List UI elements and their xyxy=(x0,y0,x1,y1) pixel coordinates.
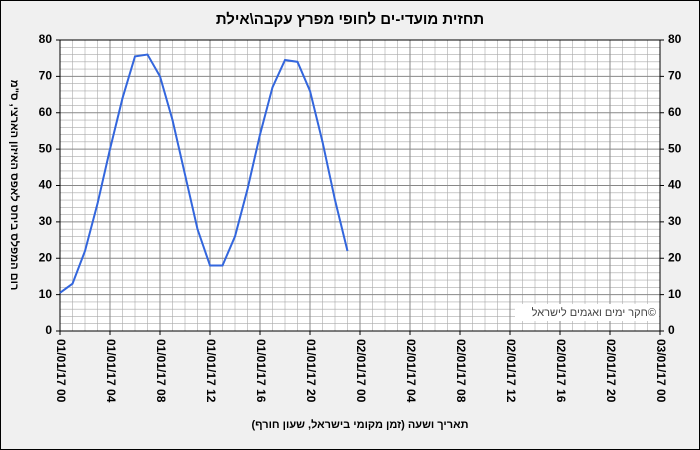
x-tick-label: 01/01/17 04 xyxy=(104,339,118,403)
chart-title: תחזית מועדי-ים לחופי מפרץ עקבה\אילת xyxy=(216,11,484,28)
y2-tick-label: 30 xyxy=(668,214,682,228)
x-tick-label: 02/01/17 04 xyxy=(404,339,418,403)
y-tick-label: 50 xyxy=(39,141,53,155)
x-tick-label: 01/01/17 08 xyxy=(154,339,168,403)
y2-tick-label: 70 xyxy=(668,69,682,83)
y-tick-label: 40 xyxy=(39,178,53,192)
y-tick-label: 80 xyxy=(39,32,53,46)
y2-tick-label: 60 xyxy=(668,105,682,119)
annotation: ©חקר ימים ואגמים לישראל xyxy=(532,306,656,319)
x-tick-label: 02/01/17 16 xyxy=(554,339,568,403)
y2-tick-label: 80 xyxy=(668,32,682,46)
y-tick-label: 30 xyxy=(39,214,53,228)
line-series xyxy=(59,53,349,294)
plot-border xyxy=(59,39,661,332)
y2-tick-label: 0 xyxy=(668,323,675,337)
y-tick-label: 70 xyxy=(39,69,53,83)
y-tick-label: 60 xyxy=(39,105,53,119)
x-axis-label: תאריך ושעה (זמן מקומי בישראל, שעון חורף) xyxy=(252,418,469,431)
x-tick-label: 02/01/17 08 xyxy=(454,339,468,403)
x-tick-label: 02/01/17 20 xyxy=(604,339,618,403)
y2-tick-label: 50 xyxy=(668,141,682,155)
x-tick-label: 02/01/17 12 xyxy=(504,339,518,403)
x-tick-label: 01/01/17 16 xyxy=(254,339,268,403)
x-tick-label: 01/01/17 20 xyxy=(304,339,318,403)
y-tick-label: 20 xyxy=(39,250,53,264)
y2-tick-label: 40 xyxy=(668,178,682,192)
x-tick-label: 03/01/17 00 xyxy=(654,339,668,403)
y-axis-label: רום המפלס ביחס לאפס האיזון הארצי, ס"מ xyxy=(8,80,21,291)
y2-tick-label: 10 xyxy=(668,287,682,301)
x-tick-label: 01/01/17 00 xyxy=(54,339,68,403)
y-tick-label: 10 xyxy=(39,287,53,301)
y2-tick-label: 20 xyxy=(668,250,682,264)
x-tick-label: 01/01/17 12 xyxy=(204,339,218,403)
y-tick-label: 0 xyxy=(45,323,52,337)
x-tick-label: 02/01/17 00 xyxy=(354,339,368,403)
annotation-box xyxy=(515,304,659,321)
